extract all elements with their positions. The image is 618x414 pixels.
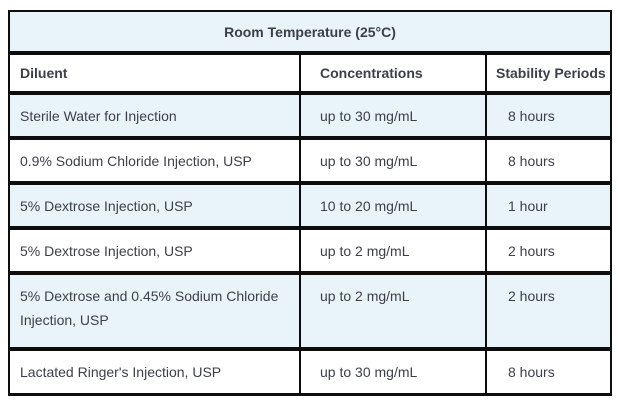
table-row: Lactated Ringer's Injection, USP up to 30… [8, 347, 613, 396]
cell-diluent: Sterile Water for Injection [8, 91, 301, 140]
cell-stability: 8 hours [484, 91, 613, 140]
table-head: Room Temperature (25°C) Diluent Concentr… [7, 10, 613, 95]
cell-stability: 1 hour [484, 181, 613, 230]
table-title: Room Temperature (25°C) [7, 10, 613, 55]
cell-concentration: 10 to 20 mg/mL [299, 181, 487, 230]
cell-stability: 2 hours [484, 271, 613, 351]
column-header-concentrations: Concentrations [299, 51, 487, 95]
stability-table: Room Temperature (25°C) Diluent Concentr… [7, 10, 613, 396]
column-header-row: Diluent Concentrations Stability Periods [8, 51, 613, 95]
cell-concentration: up to 2 mg/mL [299, 271, 487, 351]
cell-diluent: 0.9% Sodium Chloride Injection, USP [8, 136, 301, 185]
cell-concentration: up to 30 mg/mL [299, 347, 487, 396]
table-body: Sterile Water for Injection up to 30 mg/m… [8, 91, 613, 396]
table-row: 0.9% Sodium Chloride Injection, USP up to… [8, 136, 613, 185]
cell-stability: 8 hours [484, 347, 613, 396]
cell-stability: 2 hours [484, 226, 613, 275]
cell-concentration: up to 30 mg/mL [299, 91, 487, 140]
cell-diluent: 5% Dextrose and 0.45% Sodium Chloride In… [8, 271, 301, 351]
cell-diluent: 5% Dextrose Injection, USP [8, 181, 301, 230]
table-row: 5% Dextrose Injection, USP up to 2 mg/mL 2… [8, 226, 613, 275]
title-row: Room Temperature (25°C) [7, 10, 613, 55]
table-row: Sterile Water for Injection up to 30 mg/m… [8, 91, 613, 140]
column-header-diluent: Diluent [8, 51, 301, 95]
cell-diluent: 5% Dextrose Injection, USP [8, 226, 301, 275]
column-header-stability-periods: Stability Periods [484, 51, 613, 95]
table-row: 5% Dextrose and 0.45% Sodium Chloride In… [8, 271, 613, 351]
table-row: 5% Dextrose Injection, USP 10 to 20 mg/mL… [8, 181, 613, 230]
cell-concentration: up to 30 mg/mL [299, 136, 487, 185]
cell-stability: 8 hours [484, 136, 613, 185]
cell-diluent: Lactated Ringer's Injection, USP [8, 347, 301, 396]
cell-concentration: up to 2 mg/mL [299, 226, 487, 275]
